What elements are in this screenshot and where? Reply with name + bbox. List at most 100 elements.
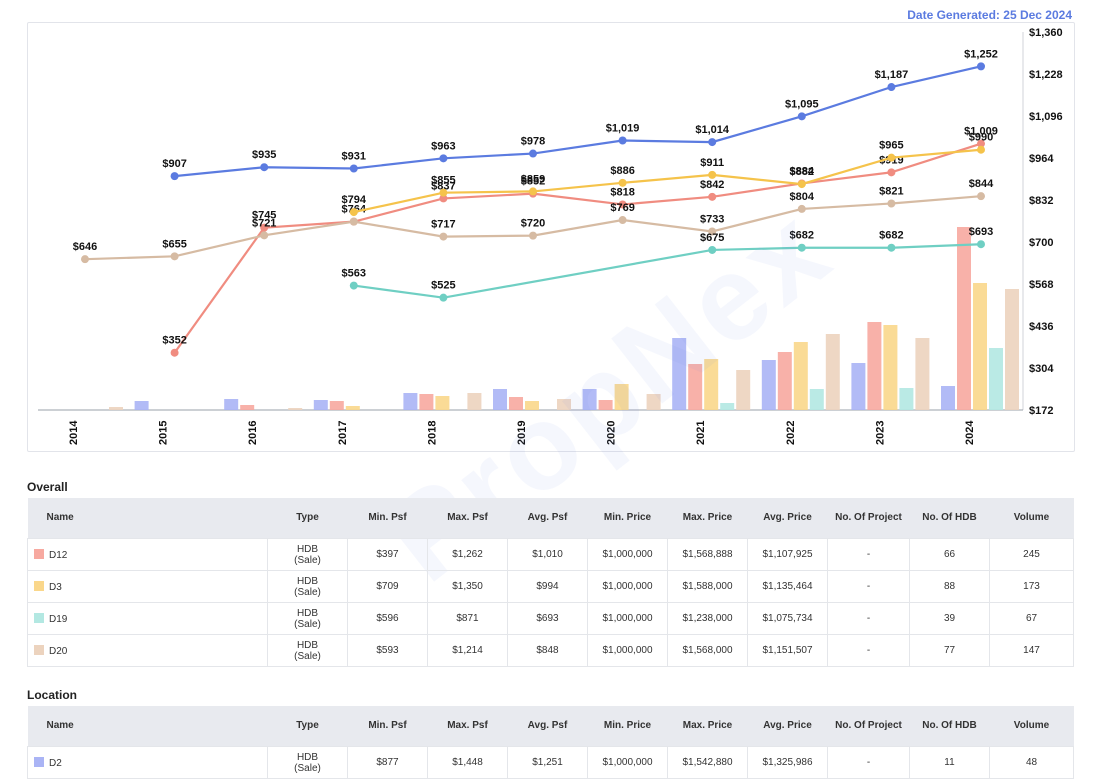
cell-max-psf: $871 [427, 602, 508, 635]
bar [688, 364, 703, 410]
bar [883, 325, 898, 410]
data-label: $720 [521, 218, 545, 230]
data-label: $859 [521, 173, 545, 185]
bar [736, 370, 751, 410]
cell-min-psf: $397 [347, 538, 428, 571]
district-name: D12 [27, 538, 268, 571]
overall-header-name: Name [27, 498, 268, 539]
x-tick-label: 2022 [785, 421, 797, 445]
data-label: $717 [431, 219, 455, 231]
data-label: $882 [790, 166, 814, 178]
district-label: D3 [49, 581, 62, 593]
series-line [173, 142, 982, 354]
cell-volume: 147 [989, 634, 1074, 667]
cell-min-psf: $593 [347, 634, 428, 667]
line-point [81, 255, 89, 264]
cell-avg-psf: $994 [507, 570, 588, 603]
cell-volume: 245 [989, 538, 1074, 571]
bar [509, 397, 523, 410]
data-label: $931 [342, 151, 366, 163]
overall-header-max-psf: Max. Psf [427, 498, 508, 539]
data-label: $842 [700, 179, 724, 191]
data-label: $769 [610, 202, 634, 214]
y-tick-label: $1,228 [1029, 69, 1063, 81]
district-name: D2 [27, 746, 268, 779]
y-tick-label: $568 [1029, 279, 1053, 291]
line-point [260, 223, 269, 232]
district-name: D3 [27, 570, 268, 603]
cell-avg-price: $1,075,734 [747, 602, 828, 635]
cell-min-price: $1,000,000 [587, 538, 668, 571]
data-label: $794 [342, 194, 367, 206]
line-point [529, 231, 537, 240]
bar [825, 334, 840, 410]
bar [899, 388, 914, 410]
bar [851, 363, 866, 410]
cell-max-psf: $1,214 [427, 634, 508, 667]
table-row: D20 HDB (Sale) $593 $1,214 $848 $1,000,000 $1,5… [27, 634, 1074, 667]
line-point [797, 243, 806, 252]
cell-max-psf: $1,262 [427, 538, 508, 571]
data-label: $1,252 [964, 48, 998, 60]
district-label: D12 [49, 549, 68, 561]
line-point [529, 149, 537, 158]
date-generated: Date Generated: 25 Dec 2024 [907, 8, 1072, 22]
location-header-volume: Volume [989, 706, 1074, 747]
data-label: $935 [252, 149, 276, 161]
bar [313, 400, 328, 410]
y-tick-label: $1,096 [1029, 111, 1063, 123]
bar [240, 405, 255, 410]
bar [704, 359, 719, 410]
location-header-row: Name Type Min. Psf Max. Psf Avg. Psf Min. Pri… [27, 706, 1074, 747]
x-tick-label: 2021 [695, 421, 707, 445]
cell-avg-psf: $693 [507, 602, 588, 635]
bar [809, 389, 824, 410]
data-label: $1,019 [606, 123, 640, 135]
location-header-max-price: Max. Price [667, 706, 748, 747]
x-tick-label: 2020 [606, 421, 618, 445]
line-point [618, 178, 627, 187]
cell-type: HDB (Sale) [267, 538, 348, 571]
overall-header-no-of-project: No. Of Project [827, 498, 910, 539]
cell-avg-price: $1,151,507 [747, 634, 828, 667]
data-label: $1,014 [695, 124, 730, 136]
line-point [977, 192, 985, 201]
line-point [170, 348, 179, 357]
x-tick-label: 2024 [964, 420, 976, 445]
bar [467, 393, 482, 410]
data-label: $745 [252, 210, 276, 222]
bar [915, 338, 930, 410]
line-point [260, 163, 269, 172]
line-point [529, 187, 537, 196]
data-label: $804 [790, 191, 815, 203]
overall-header-avg-psf: Avg. Psf [507, 498, 588, 539]
data-label: $1,009 [964, 126, 998, 138]
location-header-max-psf: Max. Psf [427, 706, 508, 747]
overall-header-min-price: Min. Price [587, 498, 668, 539]
line-point [708, 138, 717, 147]
cell-max-price: $1,568,000 [667, 634, 748, 667]
overall-header-min-psf: Min. Psf [347, 498, 428, 539]
line-point [887, 153, 896, 162]
bar [777, 352, 792, 410]
cell-avg-psf: $1,010 [507, 538, 588, 571]
legend-swatch [34, 548, 44, 559]
cell-avg-psf: $1,251 [507, 746, 588, 779]
line-point [349, 164, 358, 173]
line-point [797, 112, 806, 121]
table-row: D2 HDB (Sale) $877 $1,448 $1,251 $1,000,000 $1,… [27, 746, 1074, 779]
cell-avg-price: $1,135,464 [747, 570, 828, 603]
overall-header-row: Name Type Min. Psf Max. Psf Avg. Psf Min. Pri… [27, 498, 1074, 539]
data-label: $965 [879, 140, 903, 152]
line-point [618, 200, 627, 209]
cell-hdb: 77 [909, 634, 990, 667]
line-point [439, 194, 448, 203]
location-header-min-price: Min. Price [587, 706, 668, 747]
cell-max-price: $1,238,000 [667, 602, 748, 635]
cell-max-price: $1,568,888 [667, 538, 748, 571]
cell-type: HDB (Sale) [267, 634, 348, 667]
data-label: $721 [252, 217, 276, 229]
overall-header-avg-price: Avg. Price [747, 498, 828, 539]
bar [288, 408, 303, 410]
district-label: D2 [49, 757, 62, 769]
